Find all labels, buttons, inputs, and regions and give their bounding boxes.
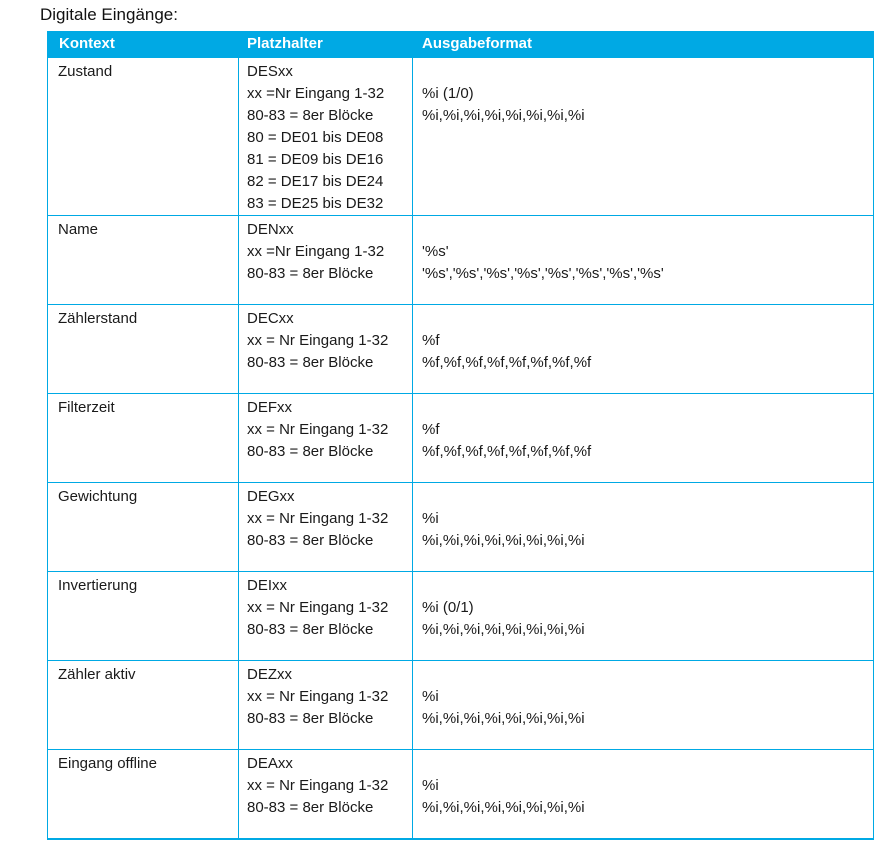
ausgabeformat-cell: %i %i,%i,%i,%i,%i,%i,%i,%i bbox=[412, 482, 874, 572]
table-row: Zähler aktiv DEZxx xx = Nr Eingang 1-32 80-… bbox=[47, 660, 874, 750]
platzhalter-cell-line: xx = Nr Eingang 1-32 bbox=[247, 777, 389, 794]
kontext-cell-line: Invertierung bbox=[58, 577, 138, 594]
platzhalter-cell-line: DESxx bbox=[247, 63, 293, 80]
kontext-cell: Name bbox=[47, 215, 239, 305]
ausgabeformat-cell: %i (1/0) %i,%i,%i,%i,%i,%i,%i,%i bbox=[412, 57, 874, 216]
platzhalter-cell: DEAxx xx = Nr Eingang 1-32 80-83 = 8er Blö… bbox=[238, 749, 413, 839]
kontext-cell: Filterzeit bbox=[47, 393, 239, 483]
ausgabeformat-cell-line: '%s' bbox=[422, 243, 449, 260]
ausgabeformat-cell-line: %i bbox=[422, 510, 439, 527]
ausgabeformat-cell-line: %i,%i,%i,%i,%i,%i,%i,%i bbox=[422, 107, 585, 124]
ausgabeformat-cell-line: %i (1/0) bbox=[422, 85, 474, 102]
kontext-cell-line: Eingang offline bbox=[58, 755, 157, 772]
page-title: Digitale Eingänge: bbox=[40, 5, 178, 24]
platzhalter-cell-line: 80-83 = 8er Blöcke bbox=[247, 621, 374, 638]
ausgabeformat-cell: %f %f,%f,%f,%f,%f,%f,%f,%f bbox=[412, 393, 874, 483]
table-row: Filterzeit DEFxx xx = Nr Eingang 1-32 80-83… bbox=[47, 393, 874, 483]
platzhalter-cell: DENxx xx =Nr Eingang 1-32 80-83 = 8er Blöc… bbox=[238, 215, 413, 305]
platzhalter-cell-line: 80-83 = 8er Blöcke bbox=[247, 107, 374, 124]
kontext-cell: Zustand bbox=[47, 57, 239, 216]
ausgabeformat-cell-line: %f,%f,%f,%f,%f,%f,%f,%f bbox=[422, 354, 592, 371]
platzhalter-cell-line: 80-83 = 8er Blöcke bbox=[247, 532, 374, 549]
column-header-ausgabeformat: Ausgabeformat bbox=[412, 31, 874, 58]
platzhalter-cell-line: DEAxx bbox=[247, 755, 293, 772]
platzhalter-cell-line: 82 = DE17 bis DE24 bbox=[247, 173, 384, 190]
kontext-cell: Zähler aktiv bbox=[47, 660, 239, 750]
platzhalter-cell-line: xx = Nr Eingang 1-32 bbox=[247, 599, 389, 616]
ausgabeformat-cell-line: %f bbox=[422, 421, 440, 438]
platzhalter-cell-line: xx = Nr Eingang 1-32 bbox=[247, 688, 389, 705]
ausgabeformat-cell-line: %i,%i,%i,%i,%i,%i,%i,%i bbox=[422, 710, 585, 727]
platzhalter-cell-line: DEZxx bbox=[247, 666, 292, 683]
ausgabeformat-cell: '%s' '%s','%s','%s','%s','%s','%s','%s','… bbox=[412, 215, 874, 305]
platzhalter-cell-line: 80-83 = 8er Blöcke bbox=[247, 443, 374, 460]
ausgabeformat-cell-line: %i,%i,%i,%i,%i,%i,%i,%i bbox=[422, 532, 585, 549]
platzhalter-cell-line: DECxx bbox=[247, 310, 294, 327]
column-header-kontext: Kontext bbox=[47, 31, 239, 58]
platzhalter-cell-line: 80-83 = 8er Blöcke bbox=[247, 354, 374, 371]
platzhalter-cell-line: 80-83 = 8er Blöcke bbox=[247, 710, 374, 727]
platzhalter-cell-line: xx = Nr Eingang 1-32 bbox=[247, 510, 389, 527]
platzhalter-cell-line: DENxx bbox=[247, 221, 294, 238]
kontext-cell: Gewichtung bbox=[47, 482, 239, 572]
platzhalter-cell: DEFxx xx = Nr Eingang 1-32 80-83 = 8er Blö… bbox=[238, 393, 413, 483]
platzhalter-cell-line: xx = Nr Eingang 1-32 bbox=[247, 421, 389, 438]
kontext-cell: Zählerstand bbox=[47, 304, 239, 394]
platzhalter-cell: DECxx xx = Nr Eingang 1-32 80-83 = 8er Blö… bbox=[238, 304, 413, 394]
column-header-platzhalter: Platzhalter bbox=[238, 31, 413, 58]
platzhalter-cell-line: 81 = DE09 bis DE16 bbox=[247, 151, 384, 168]
table-header: Kontext Platzhalter Ausgabeformat bbox=[47, 31, 874, 58]
table-row: Eingang offline DEAxx xx = Nr Eingang 1-32… bbox=[47, 749, 874, 839]
kontext-cell-line: Name bbox=[58, 221, 99, 238]
ausgabeformat-cell-line: %i (0/1) bbox=[422, 599, 474, 616]
ausgabeformat-cell-line: %i bbox=[422, 688, 439, 705]
ausgabeformat-cell-line: %f,%f,%f,%f,%f,%f,%f,%f bbox=[422, 443, 592, 460]
platzhalter-cell-line: 80 = DE01 bis DE08 bbox=[247, 129, 384, 146]
ausgabeformat-cell-line: %i,%i,%i,%i,%i,%i,%i,%i bbox=[422, 799, 585, 816]
platzhalter-cell-line: DEGxx bbox=[247, 488, 295, 505]
ausgabeformat-cell: %f %f,%f,%f,%f,%f,%f,%f,%f bbox=[412, 304, 874, 394]
table-row: Name DENxx xx =Nr Eingang 1-32 80-83 = 8er … bbox=[47, 215, 874, 305]
platzhalter-cell-line: 83 = DE25 bis DE32 bbox=[247, 195, 384, 212]
platzhalter-cell-line: xx =Nr Eingang 1-32 bbox=[247, 85, 385, 102]
table-row: Gewichtung DEGxx xx = Nr Eingang 1-32 80-83… bbox=[47, 482, 874, 572]
kontext-cell: Invertierung bbox=[47, 571, 239, 661]
kontext-cell: Eingang offline bbox=[47, 749, 239, 839]
platzhalter-cell: DEIxx xx = Nr Eingang 1-32 80-83 = 8er Blö… bbox=[238, 571, 413, 661]
ausgabeformat-cell-line: '%s','%s','%s','%s','%s','%s','%s','%s' bbox=[422, 265, 664, 282]
platzhalter-cell: DESxx xx =Nr Eingang 1-32 80-83 = 8er Blöc… bbox=[238, 57, 413, 216]
table-row: Zählerstand DECxx xx = Nr Eingang 1-32 80-8… bbox=[47, 304, 874, 394]
kontext-cell-line: Zählerstand bbox=[58, 310, 138, 327]
platzhalter-cell-line: xx =Nr Eingang 1-32 bbox=[247, 243, 385, 260]
ausgabeformat-cell-line: %f bbox=[422, 332, 440, 349]
table-row: Zustand DESxx xx =Nr Eingang 1-32 80-83 = 8… bbox=[47, 57, 874, 216]
ausgabeformat-cell: %i %i,%i,%i,%i,%i,%i,%i,%i bbox=[412, 749, 874, 839]
ausgabeformat-cell: %i %i,%i,%i,%i,%i,%i,%i,%i bbox=[412, 660, 874, 750]
platzhalter-cell-line: 80-83 = 8er Blöcke bbox=[247, 799, 374, 816]
platzhalter-cell-line: DEIxx bbox=[247, 577, 288, 594]
ausgabeformat-cell-line: %i,%i,%i,%i,%i,%i,%i,%i bbox=[422, 621, 585, 638]
kontext-cell-line: Gewichtung bbox=[58, 488, 138, 505]
ausgabeformat-cell: %i (0/1) %i,%i,%i,%i,%i,%i,%i,%i bbox=[412, 571, 874, 661]
kontext-cell-line: Zähler aktiv bbox=[58, 666, 136, 683]
platzhalter-cell: DEZxx xx = Nr Eingang 1-32 80-83 = 8er Blö… bbox=[238, 660, 413, 750]
table-row: Invertierung DEIxx xx = Nr Eingang 1-32 80-… bbox=[47, 571, 874, 661]
digital-inputs-table: Kontext Platzhalter Ausgabeformat Zustan… bbox=[47, 31, 874, 840]
kontext-cell-line: Zustand bbox=[58, 63, 113, 80]
platzhalter-cell-line: xx = Nr Eingang 1-32 bbox=[247, 332, 389, 349]
platzhalter-cell-line: DEFxx bbox=[247, 399, 292, 416]
header-row: Kontext Platzhalter Ausgabeformat bbox=[47, 31, 874, 58]
platzhalter-cell-line: 80-83 = 8er Blöcke bbox=[247, 265, 374, 282]
platzhalter-cell: DEGxx xx = Nr Eingang 1-32 80-83 = 8er Blö… bbox=[238, 482, 413, 572]
kontext-cell-line: Filterzeit bbox=[58, 399, 115, 416]
ausgabeformat-cell-line: %i bbox=[422, 777, 439, 794]
table-body: Zustand DESxx xx =Nr Eingang 1-32 80-83 = 8… bbox=[47, 57, 874, 839]
